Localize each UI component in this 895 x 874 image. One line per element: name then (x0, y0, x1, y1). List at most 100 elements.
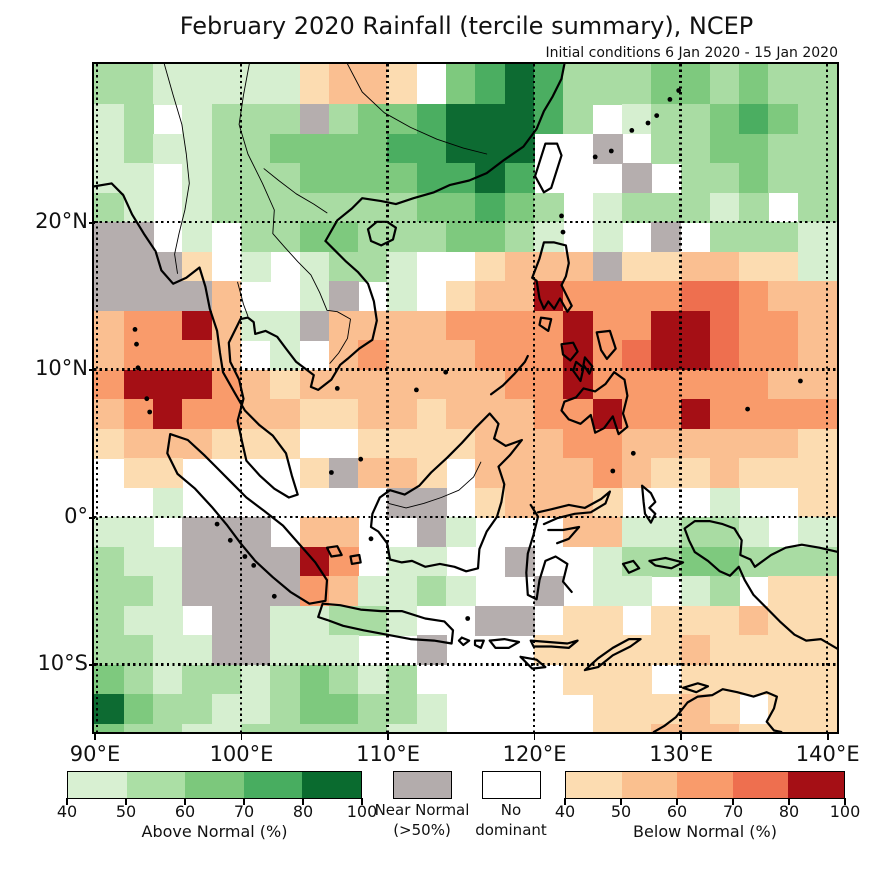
tercile-grid-cell (504, 192, 535, 223)
tercile-grid-cell (797, 576, 838, 607)
tercile-grid-cell (270, 635, 301, 666)
colorbar-tick-label: 70 (233, 802, 255, 821)
tercile-grid-cell (299, 458, 330, 489)
tercile-grid-cell (533, 251, 564, 282)
tercile-grid-cell (533, 369, 564, 400)
coastline (317, 602, 455, 645)
tercile-grid-cell (797, 133, 838, 164)
tercile-grid-cell (768, 64, 799, 105)
tercile-grid-cell (182, 369, 213, 400)
tercile-grid-cell (358, 64, 389, 105)
tercile-grid-cell (709, 163, 740, 194)
tercile-grid-cell (768, 251, 799, 282)
small-island-dot (144, 396, 150, 402)
tercile-grid-cell (651, 133, 682, 164)
coastline (572, 361, 585, 383)
coastline (538, 316, 553, 333)
small-island-dot (358, 457, 364, 462)
tercile-grid-cell (709, 428, 740, 459)
tercile-grid-cell (797, 605, 838, 636)
tercile-grid-cell (211, 104, 242, 135)
tercile-grid-cell (152, 281, 183, 312)
tercile-grid-cell (797, 281, 838, 312)
tercile-grid-cell (621, 723, 652, 733)
tercile-grid-cell (621, 546, 652, 577)
tercile-grid-cell (328, 723, 359, 733)
tercile-grid-cell (680, 133, 711, 164)
tercile-grid-cell (592, 723, 623, 733)
tercile-grid-cell (563, 458, 594, 489)
tercile-grid-cell (94, 399, 125, 430)
tercile-grid-cell (592, 281, 623, 312)
tercile-grid-cell (152, 664, 183, 695)
tercile-grid-cell (270, 694, 301, 725)
tercile-grid-cell (768, 576, 799, 607)
small-island-dot (798, 378, 804, 384)
coastline (474, 639, 486, 650)
tercile-grid-cell (739, 222, 770, 253)
tercile-grid-cell (680, 458, 711, 489)
tercile-grid-cell (651, 723, 682, 733)
tercile-grid-cell (592, 546, 623, 577)
tercile-grid-cell (680, 310, 711, 341)
colorbar-tick-mark (361, 798, 363, 805)
tercile-grid-cell (797, 517, 838, 548)
colorbar-tick-label: 40 (554, 802, 576, 821)
colorbar-tick-label: 100 (829, 802, 861, 821)
colorbar-segment (677, 772, 733, 798)
tercile-grid-cell (651, 694, 682, 725)
coastline (595, 330, 618, 361)
tercile-grid-cell (328, 281, 359, 312)
tercile-grid-cell (709, 133, 740, 164)
colorbar-tick-mark (243, 798, 245, 805)
tercile-grid-cell (182, 694, 213, 725)
river-border-line (347, 64, 488, 155)
river-border-line (388, 462, 482, 509)
colorbar-tick-mark (184, 798, 186, 805)
tercile-grid-cell (416, 517, 447, 548)
tercile-grid-cell (152, 64, 183, 105)
coastline (324, 64, 566, 243)
tercile-grid-cell (416, 487, 447, 518)
tercile-grid-cell (240, 133, 271, 164)
xtick-mark (826, 733, 829, 740)
colorbar-tick-mark (125, 798, 127, 805)
tercile-grid-cell (240, 192, 271, 223)
tercile-grid-cell (680, 104, 711, 135)
tercile-grid-cell (152, 133, 183, 164)
tercile-grid-cell (709, 369, 740, 400)
ytick-label-10: 10°N (35, 356, 88, 381)
tercile-grid-cell (768, 664, 799, 695)
tercile-grid-cell (152, 694, 183, 725)
tercile-grid-cell (709, 281, 740, 312)
coastline (166, 433, 329, 606)
tercile-grid-cell (240, 104, 271, 135)
small-island-dot (645, 120, 651, 126)
tercile-grid-cell (768, 163, 799, 194)
xtick-mark (680, 733, 683, 740)
tercile-grid-cell (182, 723, 213, 733)
tercile-grid-cell (680, 340, 711, 371)
coastline-overlay (94, 64, 838, 733)
tercile-grid-cell (446, 576, 476, 607)
tercile-grid-cell (94, 546, 125, 577)
tercile-grid-cell (651, 340, 682, 371)
tercile-grid-cell (299, 605, 330, 636)
tercile-grid-cell (270, 723, 301, 733)
colorbar-tick-mark (732, 798, 734, 805)
colorbar-segment (126, 772, 186, 798)
small-island-dot (215, 522, 220, 527)
below-normal-colorbar (565, 771, 845, 799)
tercile-grid-cell (739, 458, 770, 489)
tercile-grid-cell (270, 576, 301, 607)
xtick-mark (94, 733, 96, 740)
small-island-dot (414, 387, 420, 393)
tercile-grid-cell (358, 133, 389, 164)
tercile-grid-cell (768, 399, 799, 430)
tercile-grid-cell (94, 281, 125, 312)
tercile-grid-cell (709, 605, 740, 636)
tercile-grid-cell (739, 340, 770, 371)
tercile-grid-cell (621, 192, 652, 223)
tercile-grid-cell (621, 458, 652, 489)
tercile-grid-cell (94, 251, 125, 282)
